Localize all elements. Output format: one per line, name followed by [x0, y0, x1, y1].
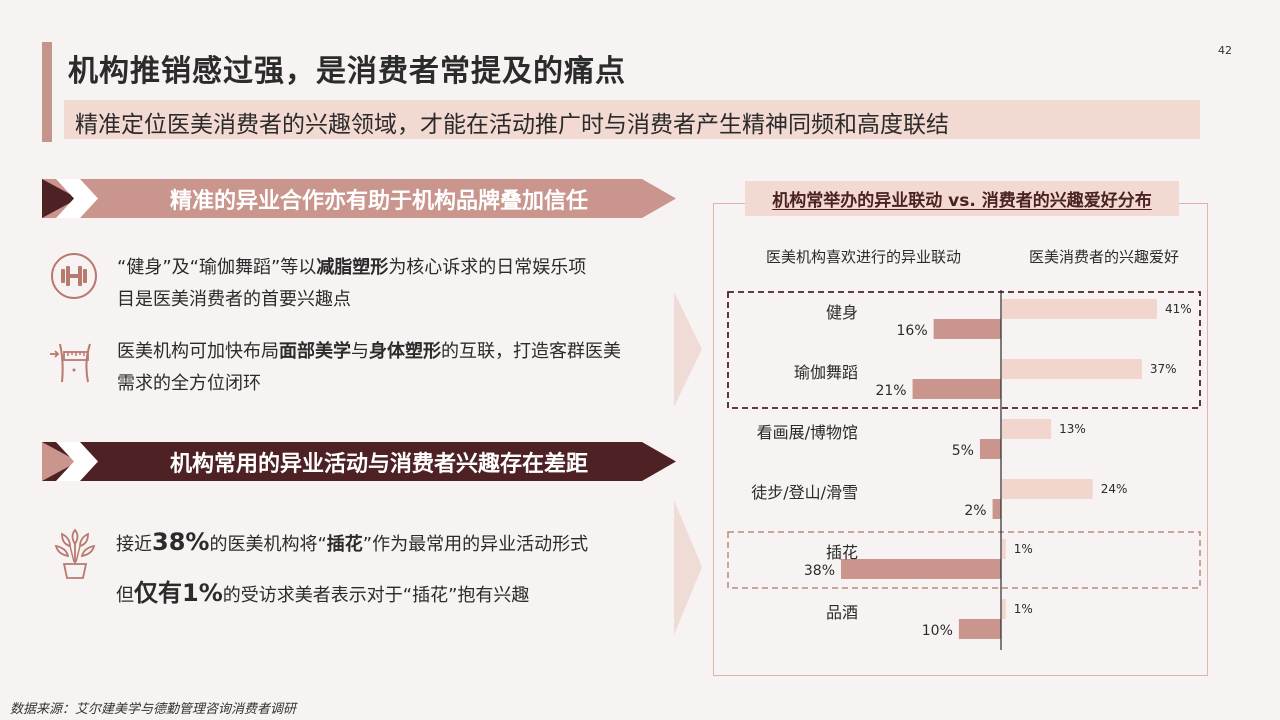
- chart-left-header: 医美机构喜欢进行的异业联动: [766, 248, 962, 266]
- banner-1-text: 精准的异业合作亦有助于机构品牌叠加信任: [169, 188, 588, 214]
- chevron-right-icon: [674, 292, 702, 407]
- dumbbell-icon: [50, 252, 98, 304]
- chevron-right-icon-2: [674, 500, 702, 635]
- item-3-text: 接近38%的医美机构将“插花”作为最常用的异业活动形式 但仅有1%的受访求美者表…: [116, 528, 589, 607]
- chart-panel: [713, 203, 1208, 676]
- section-banner-2: 机构常用的异业活动与消费者兴趣存在差距: [42, 442, 676, 481]
- chart-right-header: 医美消费者的兴趣爱好: [1029, 248, 1180, 266]
- chart-title: 机构常举办的异业联动 vs. 消费者的兴趣爱好分布: [745, 181, 1179, 216]
- item-2-text: 医美机构可加快布局面部美学与身体塑形的互联，打造客群医美 需求的全方位闭环: [117, 341, 621, 394]
- section-banner-1: 精准的异业合作亦有助于机构品牌叠加信任: [42, 179, 676, 218]
- title-accent-bar: [42, 42, 52, 142]
- subtitle-box: [64, 100, 1200, 139]
- banner-1-shape: [42, 179, 676, 218]
- page-number: 42: [1218, 44, 1232, 57]
- banner-2-shape: [42, 442, 676, 481]
- banner-2-text: 机构常用的异业活动与消费者兴趣存在差距: [169, 451, 588, 477]
- flower-pot-icon: [52, 522, 98, 584]
- item-1-text: “健身”及“瑜伽舞蹈”等以减脂塑形为核心诉求的日常娱乐项 目是医美消费者的首要兴…: [117, 257, 587, 310]
- page-subtitle: 精准定位医美消费者的兴趣领域，才能在活动推广时与消费者产生精神同频和高度联结: [75, 112, 949, 138]
- page-title: 机构推销感过强，是消费者常提及的痛点: [68, 54, 626, 89]
- body-measure-icon: [50, 340, 100, 390]
- data-source-note: 数据来源：艾尔建美学与德勤管理咨询消费者调研: [10, 702, 297, 717]
